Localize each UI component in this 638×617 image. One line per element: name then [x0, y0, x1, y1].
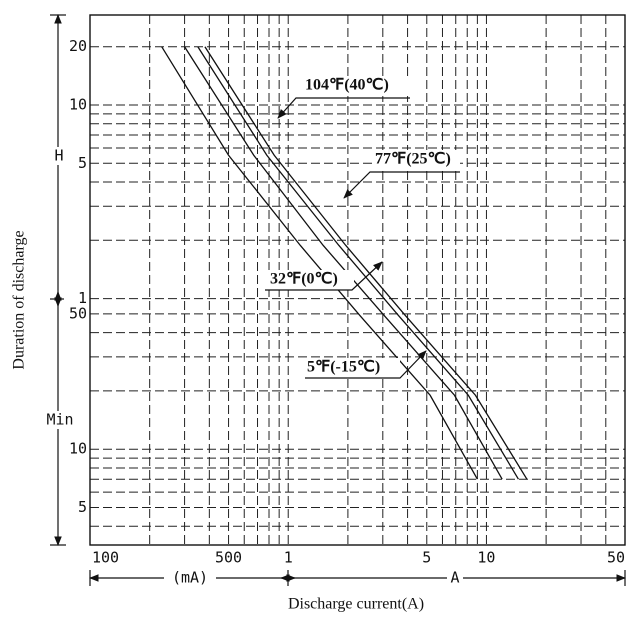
label-bg — [64, 95, 88, 114]
label-bg — [300, 76, 410, 96]
x-axis-title: Discharge current(A) — [288, 596, 424, 613]
series-line — [204, 46, 528, 480]
plot-frame — [89, 14, 626, 546]
curve-labels: 104℉(40℃) 77℉(25℃) 32℉(0℃) 5℉(-15℃) — [265, 76, 460, 379]
label-bg — [372, 150, 460, 170]
y-tick-label: 5 — [78, 498, 87, 516]
legend-label: 5℉(-15℃) — [307, 359, 380, 376]
amps-label: A — [450, 569, 459, 587]
y-tick-label: 10 — [69, 440, 87, 458]
label-bg — [447, 570, 463, 586]
leader-line — [343, 171, 460, 199]
minutes-label: Min — [46, 411, 73, 429]
legend-label: 77℉(25℃) — [375, 151, 451, 168]
y-tick-label: 50 — [69, 304, 87, 322]
label-bg — [64, 289, 88, 308]
leader-line — [305, 350, 427, 379]
label-bg — [64, 304, 88, 323]
x-tick-label: 1 — [284, 549, 293, 567]
label-bg — [266, 270, 354, 290]
legend-label: 104℉(40℃) — [305, 77, 389, 94]
leader-line — [277, 97, 410, 119]
y-tick-label: 20 — [69, 37, 87, 55]
label-bg — [64, 498, 88, 517]
y-tick-label: 5 — [78, 154, 87, 172]
curves — [161, 46, 528, 480]
legend-label: 32℉(0℃) — [270, 271, 338, 288]
y-bracket: H Min — [46, 14, 74, 546]
leader-line — [265, 261, 383, 291]
label-bg — [164, 570, 216, 586]
x-bracket: (mA) A — [89, 569, 626, 587]
series-line — [197, 46, 519, 480]
label-bg — [53, 147, 65, 165]
x-tick-label: 5 — [422, 549, 431, 567]
y-tick-label: 10 — [69, 95, 87, 113]
label-bg — [64, 440, 88, 459]
label-bg — [64, 154, 88, 173]
x-tick-label: 100 — [92, 549, 119, 567]
label-bg — [304, 358, 400, 378]
label-bg — [46, 411, 74, 429]
x-tick-label: 50 — [607, 549, 625, 567]
hours-label: H — [54, 147, 63, 165]
y-axis-title: Duration of discharge — [11, 230, 28, 369]
y-tick-label: 1 — [78, 289, 87, 307]
milliamps-label: (mA) — [172, 569, 208, 587]
label-bg — [64, 37, 88, 56]
x-tick-label: 10 — [477, 549, 495, 567]
series-line — [184, 46, 503, 480]
x-tick-label: 500 — [215, 549, 242, 567]
